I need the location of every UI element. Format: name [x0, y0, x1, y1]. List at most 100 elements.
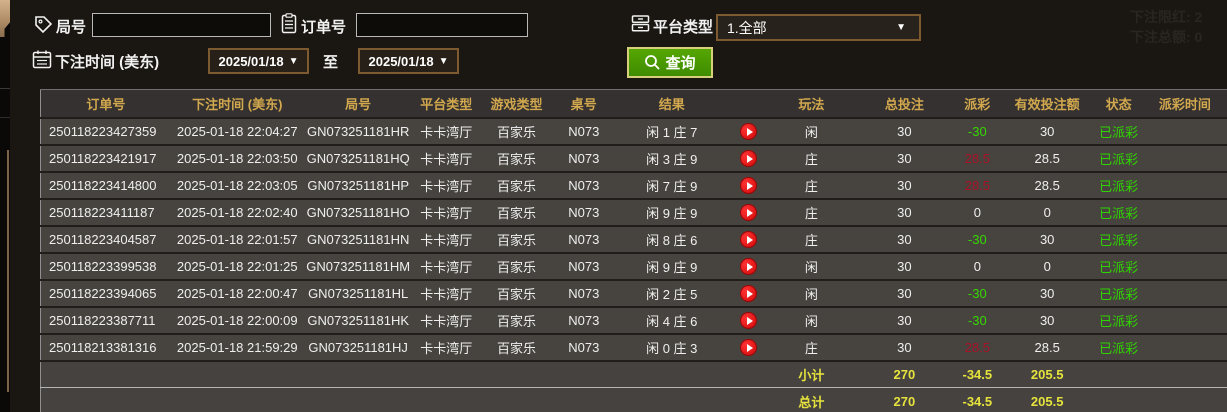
cell-time: 2025-01-18 22:00:47 [170, 280, 304, 308]
cell-replay [728, 307, 769, 335]
total-payout: -34.5 [954, 387, 1000, 412]
date-to-value: 2025/01/18 [368, 53, 434, 69]
cell-platform: 卡卡湾厅 [412, 172, 480, 200]
replay-play-icon[interactable] [740, 339, 758, 357]
cell-payout-time [1142, 334, 1227, 362]
ghost-text-bet-total: 下注总额: 0 [1130, 29, 1203, 45]
cell-payout: 28.5 [954, 145, 1000, 173]
cell-valid: 30 [999, 280, 1095, 308]
left-edge-border-line [7, 150, 9, 392]
cell-payout: -30 [954, 226, 1000, 254]
cell-round: GN073251181HK [303, 307, 413, 335]
cell-replay [728, 226, 769, 254]
subtotal-empty-cell [1142, 360, 1227, 388]
cell-payout: 0 [954, 253, 1000, 281]
col-header-time: 下注时间 (美东) [170, 89, 304, 119]
replay-play-icon[interactable] [740, 177, 758, 195]
cell-game: 百家乐 [479, 226, 554, 254]
chevron-down-icon: ▼ [288, 55, 299, 67]
order-number-label: 订单号 [301, 19, 347, 36]
col-header-payout: 派彩 [954, 89, 1000, 119]
subtotal-payout: -34.5 [954, 360, 1000, 388]
cell-payout-time [1142, 280, 1227, 308]
replay-play-icon[interactable] [740, 231, 758, 249]
table-row: 250118223399538 2025-01-18 22:01:25 GN0732… [40, 253, 1227, 281]
cell-replay [728, 280, 769, 308]
cell-replay [728, 334, 769, 362]
cell-platform: 卡卡湾厅 [412, 253, 480, 281]
cell-payout-time [1142, 172, 1227, 200]
cell-payout: -30 [954, 118, 1000, 146]
cell-valid: 30 [999, 226, 1095, 254]
cell-time: 2025-01-18 22:01:57 [170, 226, 304, 254]
bet-time-label: 下注时间 (美东) [55, 54, 160, 71]
cell-valid: 28.5 [999, 145, 1095, 173]
cell-order: 250118213381316 [40, 334, 171, 362]
cell-result: 闲 4 庄 6 [614, 307, 729, 335]
cell-round: GN073251181HQ [303, 145, 413, 173]
cell-payout: 0 [954, 199, 1000, 227]
cell-game: 百家乐 [479, 172, 554, 200]
total-empty-cell [1142, 387, 1227, 412]
cell-payout-time [1142, 145, 1227, 173]
cell-total: 30 [854, 307, 955, 335]
cell-platform: 卡卡湾厅 [412, 199, 480, 227]
cell-total: 30 [854, 145, 955, 173]
total-empty-cell [553, 387, 615, 412]
total-row: 总计 270 -34.5 205.5 [40, 387, 1227, 412]
cell-replay [728, 118, 769, 146]
date-to-select[interactable]: 2025/01/18 ▼ [358, 48, 459, 74]
replay-play-icon[interactable] [740, 258, 758, 276]
replay-play-icon[interactable] [740, 150, 758, 168]
cell-result: 闲 1 庄 7 [614, 118, 729, 146]
cell-valid: 30 [999, 307, 1095, 335]
replay-play-icon[interactable] [740, 204, 758, 222]
cell-round: GN073251181HR [303, 118, 413, 146]
query-button[interactable]: 查询 [627, 47, 713, 78]
cell-game: 百家乐 [479, 334, 554, 362]
cell-payout: 28.5 [954, 334, 1000, 362]
cell-order: 250118223411187 [40, 199, 171, 227]
chevron-down-icon: ▼ [896, 22, 906, 33]
cell-order: 250118223421917 [40, 145, 171, 173]
left-edge-divider [0, 88, 10, 89]
total-empty-cell [303, 387, 413, 412]
subtotal-empty-cell [1094, 360, 1143, 388]
cell-payout-time [1142, 253, 1227, 281]
round-number-input[interactable] [92, 13, 271, 37]
cell-play: 闲 [768, 280, 854, 308]
cell-result: 闲 7 庄 9 [614, 172, 729, 200]
col-header-total: 总投注 [854, 89, 955, 119]
cell-payout: -30 [954, 280, 1000, 308]
cell-status: 已派彩 [1094, 280, 1143, 308]
cell-total: 30 [854, 334, 955, 362]
cell-platform: 卡卡湾厅 [412, 280, 480, 308]
platform-type-select[interactable]: 1.全部 ▼ [716, 14, 921, 41]
cell-game: 百家乐 [479, 280, 554, 308]
total-empty-cell [728, 387, 769, 412]
table-row: 250118223414800 2025-01-18 22:03:05 GN0732… [40, 172, 1227, 200]
replay-play-icon[interactable] [740, 312, 758, 330]
cell-play: 庄 [768, 172, 854, 200]
replay-play-icon[interactable] [740, 123, 758, 141]
cell-result: 闲 8 庄 6 [614, 226, 729, 254]
cell-round: GN073251181HM [303, 253, 413, 281]
cell-game: 百家乐 [479, 307, 554, 335]
total-empty-cell [1094, 387, 1143, 412]
subtotal-empty-cell [40, 360, 171, 388]
cell-play: 庄 [768, 226, 854, 254]
subtotal-empty-cell [614, 360, 729, 388]
cell-replay [728, 145, 769, 173]
replay-play-icon[interactable] [740, 285, 758, 303]
order-number-input[interactable] [356, 13, 528, 37]
table-row: 250118223421917 2025-01-18 22:03:50 GN0732… [40, 145, 1227, 173]
cell-play: 庄 [768, 145, 854, 173]
left-edge-divider [0, 117, 10, 118]
date-from-select[interactable]: 2025/01/18 ▼ [208, 48, 309, 74]
col-header-table-no: 桌号 [553, 89, 615, 119]
col-header-game: 游戏类型 [479, 89, 554, 119]
cell-time: 2025-01-18 21:59:29 [170, 334, 304, 362]
cell-round: GN073251181HL [303, 280, 413, 308]
platform-type-label: 平台类型 [653, 19, 714, 36]
cell-time: 2025-01-18 22:03:50 [170, 145, 304, 173]
